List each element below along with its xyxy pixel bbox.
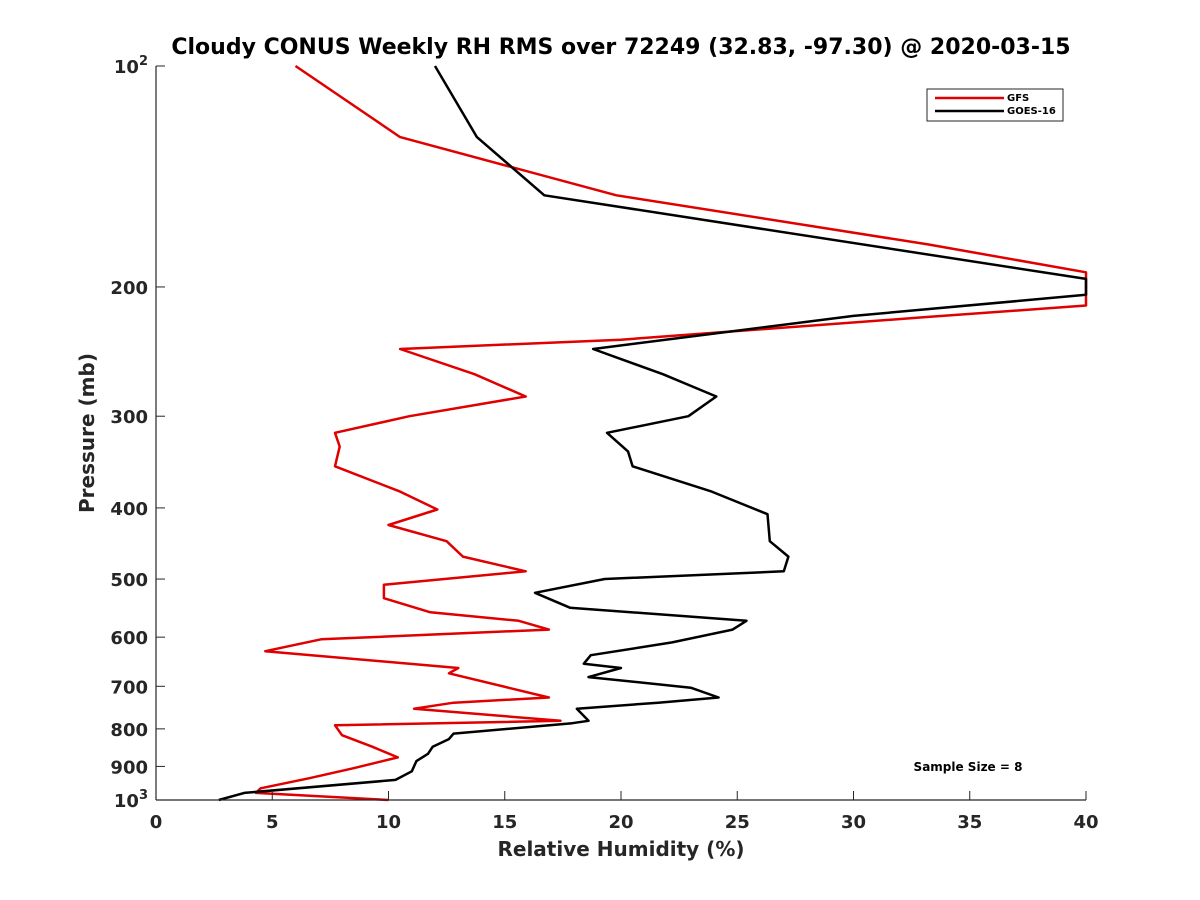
x-tick-label: 0	[150, 812, 163, 833]
legend: GFS GOES-16	[926, 88, 1064, 122]
y-tick-label: 600	[110, 628, 148, 649]
x-tick-label: 35	[957, 812, 982, 833]
chart-title: Cloudy CONUS Weekly RH RMS over 72249 (3…	[171, 35, 1070, 60]
y-tick-label: 500	[110, 570, 148, 591]
y-tick-label: 200	[110, 278, 148, 299]
y-axis-label: Pressure (mb)	[75, 353, 99, 513]
x-tick-label: 10	[376, 812, 401, 833]
x-tick-label: 15	[492, 812, 517, 833]
legend-box	[926, 88, 1064, 122]
legend-label-gfs: GFS	[1007, 93, 1029, 104]
x-tick-label: 5	[266, 812, 279, 833]
y-ticks: 102 200 300 400 500 600 700 800 900 103	[110, 54, 165, 812]
x-ticks: 0 5 10 15 20 25 30 35 40	[150, 791, 1099, 833]
series-layer	[218, 64, 1088, 802]
y-tick-label: 102	[114, 54, 148, 78]
legend-label-goes16: GOES-16	[1007, 106, 1056, 117]
x-tick-label: 40	[1073, 812, 1098, 833]
x-axis-label: Relative Humidity (%)	[497, 837, 744, 861]
x-tick-label: 20	[608, 812, 633, 833]
y-tick-label: 300	[110, 407, 148, 428]
y-tick-label: 700	[110, 677, 148, 698]
series-line-gfs	[254, 64, 1088, 802]
y-tick-label: 103	[114, 788, 148, 812]
x-tick-label: 25	[725, 812, 750, 833]
y-tick-label: 800	[110, 720, 148, 741]
y-tick-label: 400	[110, 499, 148, 520]
y-tick-label: 900	[110, 757, 148, 778]
x-tick-label: 30	[841, 812, 866, 833]
series-line-goes16	[218, 65, 1088, 802]
sample-size-annotation: Sample Size = 8	[914, 760, 1023, 774]
